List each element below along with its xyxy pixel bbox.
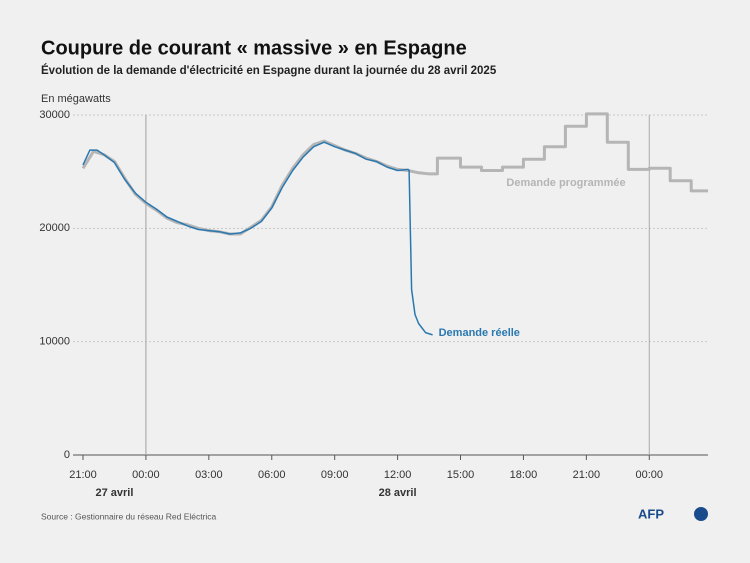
logo: AFP: [638, 506, 664, 521]
y-tick-label: 10000: [39, 336, 70, 348]
x-tick-label: 09:00: [321, 469, 349, 481]
series-label: Demande réelle: [439, 327, 520, 339]
y-axis-label: En mégawatts: [41, 93, 111, 105]
source: Source : Gestionnaire du réseau Red Eléc…: [41, 511, 217, 521]
y-tick-label: 0: [64, 449, 70, 461]
x-tick-label: 06:00: [258, 469, 286, 481]
date-label: 28 avril: [379, 487, 417, 499]
date-label: 27 avril: [95, 487, 133, 499]
x-tick-label: 12:00: [384, 469, 412, 481]
chart-title: Coupure de courant « massive » en Espagn…: [41, 37, 467, 59]
x-tick-label: 21:00: [69, 469, 97, 481]
x-tick-label: 03:00: [195, 469, 223, 481]
chart-subtitle: Évolution de la demande d'électricité en…: [41, 64, 497, 77]
x-tick-label: 00:00: [132, 469, 160, 481]
series-line: [82, 141, 433, 336]
y-tick-label: 20000: [39, 222, 70, 234]
series-line: [81, 112, 708, 236]
x-tick-label: 21:00: [573, 469, 601, 481]
logo-dot: [694, 507, 708, 521]
x-tick-label: 15:00: [447, 469, 475, 481]
x-tick-label: 00:00: [636, 469, 664, 481]
series-label: Demande programmée: [506, 177, 625, 189]
x-tick-label: 18:00: [510, 469, 538, 481]
y-tick-label: 30000: [39, 109, 70, 121]
